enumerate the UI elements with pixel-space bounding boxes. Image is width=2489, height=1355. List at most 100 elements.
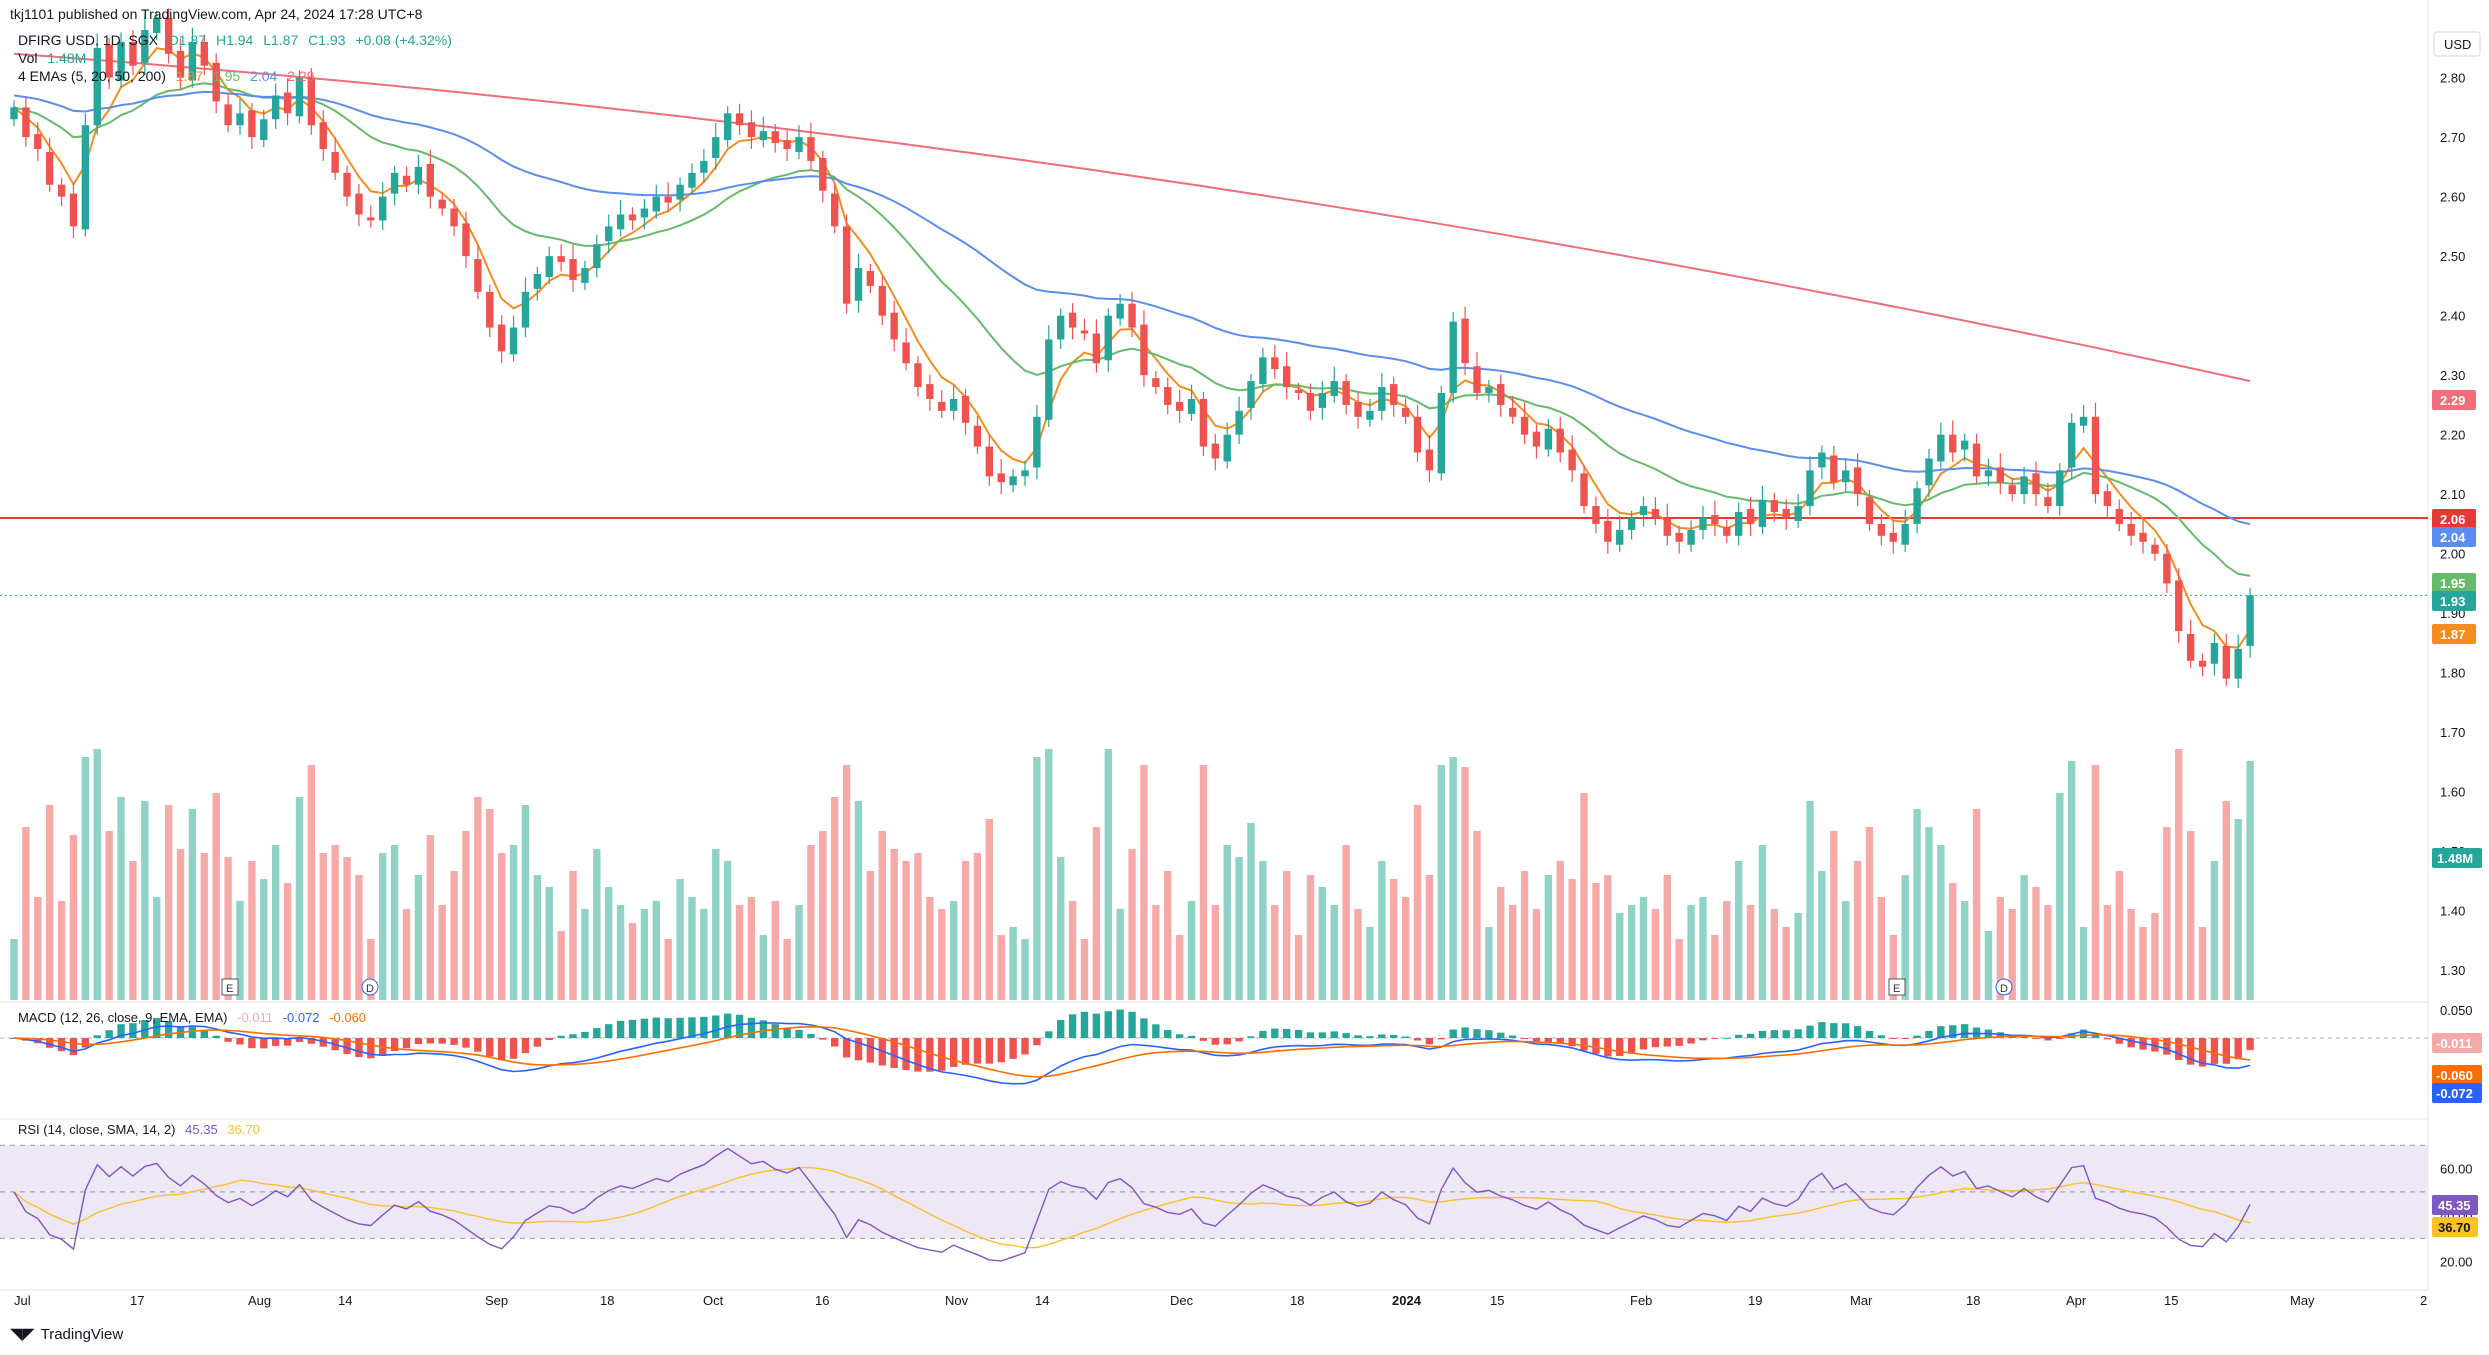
macd-hist-bar: [854, 1038, 863, 1061]
currency-badge: [2433, 31, 2481, 57]
candle-body: [926, 384, 934, 399]
time-axis: Jul 17 Aug 14 Sep 18 Oct 16 Nov 14 Dec 18 2024 15 Feb 1…: [14, 1293, 2427, 1308]
macd-legend[interactable]: MACD (12, 26, close, 9, EMA, EMA) -0.011…: [18, 1010, 366, 1025]
volume-bar: [1699, 897, 1707, 1000]
candle-body: [141, 30, 149, 63]
macd-hist-bar: [414, 1038, 423, 1045]
candle-body: [1794, 506, 1802, 521]
macd-hist-bar: [1164, 1030, 1172, 1038]
macd-hist-bar: [2056, 1038, 2064, 1039]
macd-hist-bar: [1734, 1034, 1743, 1038]
macd-hist-bar: [652, 1017, 660, 1038]
volume-bar: [1164, 871, 1172, 1000]
macd-hist-bar: [367, 1038, 375, 1059]
volume-bar: [1818, 871, 1826, 1000]
candle-body: [1247, 381, 1255, 408]
volume-bar: [1437, 765, 1445, 1000]
macd-hist-bar: [1711, 1038, 1719, 1039]
macd-hist-bar: [1568, 1038, 1576, 1047]
macd-hist-bar: [450, 1038, 458, 1045]
volume-bar: [1508, 905, 1517, 1000]
macd-hist-bar: [949, 1038, 958, 1067]
volume-bar: [640, 909, 649, 1000]
macd-badge-label: -0.011: [2436, 1036, 2472, 1051]
volume-bar: [2008, 909, 2016, 1000]
candle-body: [129, 41, 137, 66]
candle-body: [367, 217, 375, 221]
rsi-tick-label: 60.00: [2440, 1162, 2473, 1177]
macd-badge: [2432, 1033, 2482, 1053]
macd-hist-bar: [1378, 1034, 1386, 1038]
candle-body: [1045, 339, 1053, 420]
volume-bar: [1580, 793, 1588, 1000]
volume-bar: [1152, 905, 1160, 1000]
candle-body: [688, 172, 696, 188]
macd-hist-bar: [1853, 1026, 1862, 1038]
volume-bar: [1960, 901, 1969, 1000]
volume-bar: [1937, 845, 1945, 1000]
macd-hist-bar: [2044, 1038, 2052, 1041]
macd-hist-bar: [938, 1038, 946, 1071]
macd-hist-bar: [2222, 1038, 2231, 1064]
macd-hist-bar: [509, 1038, 518, 1059]
volume-bar: [1830, 831, 1838, 1000]
price-legend[interactable]: DFIRG USD, 1D, SGX O1.87 H1.94 L1.87 C1.…: [18, 32, 452, 48]
rsi-label: RSI (14, close, SMA, 14, 2): [18, 1122, 176, 1137]
macd-hist-bar: [2127, 1038, 2135, 1048]
macd-hist-bar: [438, 1038, 446, 1044]
price-tick-label: 2.20: [2440, 428, 2465, 443]
macd-hist-bar: [93, 1035, 101, 1038]
macd-hist-bar: [81, 1038, 90, 1048]
volume-bar: [1425, 875, 1434, 1000]
symbol-label[interactable]: DFIRG USD, 1D, SGX: [18, 32, 159, 48]
macd-hist-bar: [1901, 1038, 1909, 1039]
price-tick-label: 2.50: [2440, 249, 2465, 264]
volume-bar: [1116, 909, 1124, 1000]
price-tick-label: 2.80: [2440, 71, 2465, 86]
macd-hist-bar: [1128, 1011, 1136, 1038]
volume-bar: [1901, 875, 1909, 1000]
volume-bar: [1045, 749, 1053, 1000]
candle-body: [1306, 393, 1315, 411]
volume-bar: [2246, 761, 2254, 1000]
volume-legend[interactable]: Vol 1.48M: [18, 50, 86, 66]
macd-hist-bar: [271, 1038, 280, 1046]
rsi-legend[interactable]: RSI (14, close, SMA, 14, 2) 45.35 36.70: [18, 1122, 260, 1137]
volume-bar: [1306, 875, 1315, 1000]
macd-hist-bar: [1520, 1038, 1529, 1039]
macd-hist-bar: [2151, 1038, 2159, 1052]
macd-hist-bar: [783, 1027, 791, 1038]
macd-hist-bar: [105, 1030, 113, 1038]
price-tick-label: 1.80: [2440, 666, 2465, 681]
volume-bar: [1984, 931, 1993, 1000]
candle-body: [949, 398, 958, 411]
footer-brand[interactable]: ◥◤ TradingView: [10, 1324, 123, 1344]
macd-hist-bar: [1425, 1038, 1434, 1045]
volume-bar: [1473, 831, 1481, 1000]
volume-bar: [1366, 927, 1374, 1000]
ema-legend[interactable]: 4 EMAs (5, 20, 50, 200) 1.87 1.95 2.04 2…: [18, 68, 314, 84]
macd-hist-bar: [688, 1017, 696, 1038]
candle-body: [961, 395, 970, 423]
candle-body: [1294, 390, 1303, 394]
volume-label: Vol: [18, 50, 38, 66]
event-marker-label: E: [1893, 983, 1900, 995]
volume-bar: [759, 935, 768, 1000]
macd-hist-bar: [497, 1038, 506, 1061]
macd-hist-bar: [1508, 1035, 1517, 1038]
candle-body: [331, 151, 339, 173]
volume-bar: [1282, 871, 1291, 1000]
candle-body: [593, 244, 601, 269]
volume-bar: [2139, 927, 2147, 1000]
volume-bar: [271, 845, 280, 1000]
volume-bar: [486, 809, 494, 1000]
volume-bar: [1449, 757, 1457, 1000]
candle-body: [1461, 318, 1469, 364]
volume-bar: [1294, 935, 1303, 1000]
candle-body: [1401, 407, 1410, 417]
volume-bar: [1140, 765, 1148, 1000]
macd-hist-bar: [1282, 1028, 1291, 1038]
candle-body: [521, 291, 530, 328]
macd-hist-value: -0.011: [237, 1010, 274, 1025]
candle-body: [712, 137, 720, 158]
